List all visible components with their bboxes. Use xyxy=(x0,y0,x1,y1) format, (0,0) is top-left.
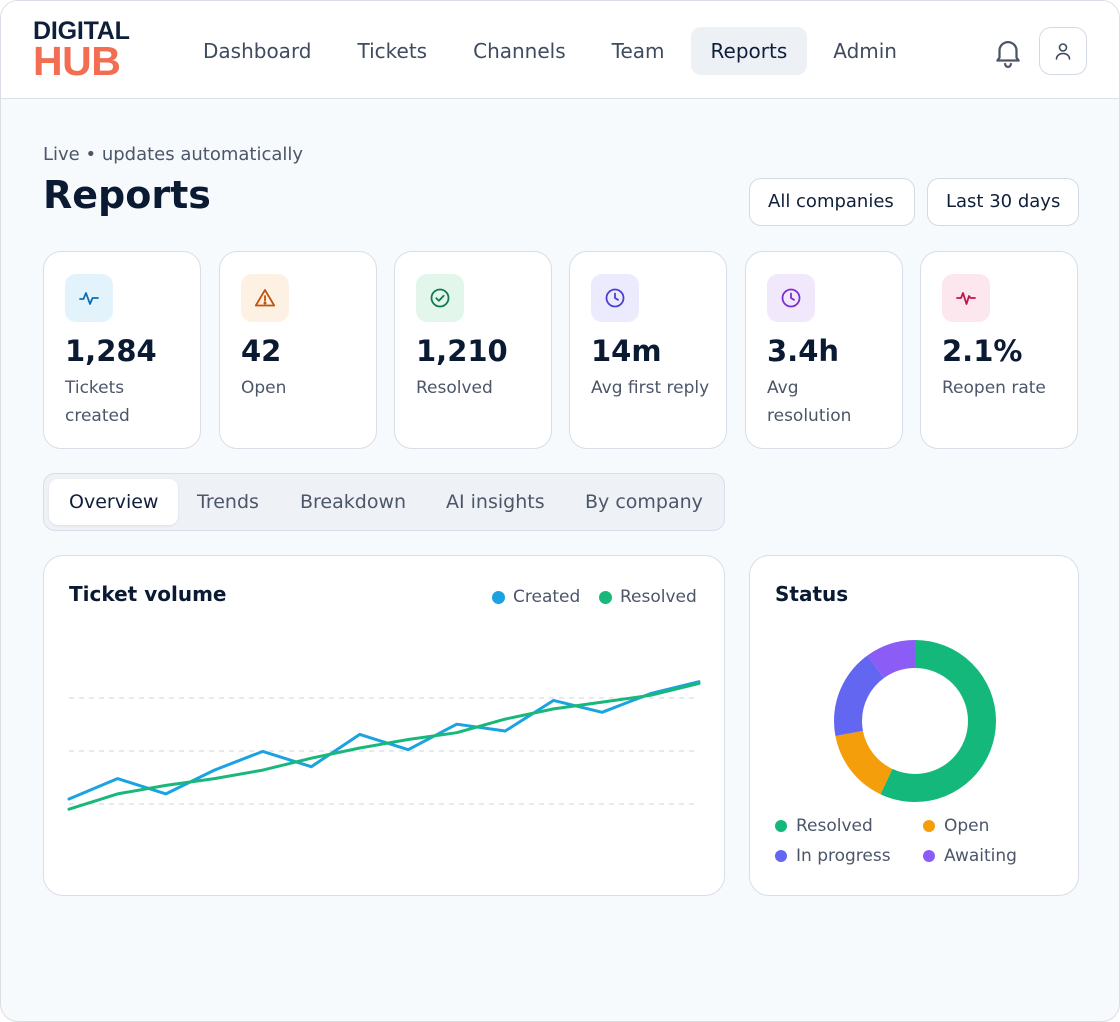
kpi-value: 14m xyxy=(591,334,662,368)
tab-trends[interactable]: Trends xyxy=(197,491,259,513)
status-legend-label: Awaiting xyxy=(944,846,1017,866)
tab-breakdown[interactable]: Breakdown xyxy=(300,491,407,513)
status-legend-label: Open xyxy=(944,816,990,836)
kpi-label: Avg first reply xyxy=(591,378,710,398)
company-filter-button[interactable]: All companies xyxy=(749,178,915,226)
activity-icon xyxy=(65,274,113,322)
status-legend-label: In progress xyxy=(796,846,891,866)
clock-icon xyxy=(767,274,815,322)
status-legend-label: Resolved xyxy=(796,816,873,836)
series-line-resolved xyxy=(67,681,701,811)
status-legend-awaiting: Awaiting xyxy=(923,846,1017,866)
kpi-card-avg-resolution: 3.4h Avg resolution xyxy=(745,251,903,449)
kpi-card-reopen-rate: 2.1% Reopen rate xyxy=(920,251,1078,449)
legend-dot-resolved xyxy=(599,590,612,604)
legend-dot-resolved xyxy=(775,820,787,832)
legend-resolved: Resolved xyxy=(599,587,697,607)
nav-reports[interactable]: Reports xyxy=(690,27,808,75)
brand-logo[interactable]: DIGITAL HUB xyxy=(33,19,130,82)
nav-tickets[interactable]: Tickets xyxy=(357,39,428,63)
legend-dot-created xyxy=(492,590,505,604)
nav-admin[interactable]: Admin xyxy=(833,39,897,63)
legend-dot-open xyxy=(923,820,935,832)
kpi-label: Reopen rate xyxy=(942,378,1046,398)
main-nav: Dashboard Tickets Channels Team Reports … xyxy=(183,27,917,75)
kpi-value: 1,210 xyxy=(416,334,508,368)
brand-logo-line1: DIGITAL xyxy=(33,17,130,45)
tab-ai-insights[interactable]: AI insights xyxy=(446,491,545,513)
tab-by-company[interactable]: By company xyxy=(585,491,703,513)
tab-overview[interactable]: Overview xyxy=(49,479,179,525)
kpi-value: 42 xyxy=(241,334,282,368)
ticket-volume-panel: Ticket volume Created Resolved xyxy=(43,555,725,896)
nav-team[interactable]: Team xyxy=(611,39,665,63)
status-panel: Status Resolved Open In progress Awaitin… xyxy=(749,555,1079,896)
series-line-created xyxy=(67,680,701,801)
page-title: Reports xyxy=(43,173,211,217)
ticket-volume-chart xyxy=(67,680,701,811)
kpi-label: Open xyxy=(241,378,287,398)
check-circle-icon xyxy=(416,274,464,322)
live-status-text: Live • updates automatically xyxy=(43,144,304,165)
kpi-card-resolved: 1,210 Resolved xyxy=(394,251,552,449)
top-bar: DIGITAL HUB Dashboard Tickets Channels T… xyxy=(1,1,1119,99)
status-title: Status xyxy=(775,582,849,606)
kpi-card-avg-first-reply: 14m Avg first reply xyxy=(569,251,727,449)
kpi-card-tickets-created: 1,284 Tickets created xyxy=(43,251,201,449)
brand-logo-line2: HUB xyxy=(33,38,121,84)
legend-created: Created xyxy=(492,587,580,607)
kpi-label: Tickets created xyxy=(65,378,130,426)
status-donut-chart xyxy=(834,640,996,802)
pulse-icon xyxy=(942,274,990,322)
nav-dashboard[interactable]: Dashboard xyxy=(203,39,312,63)
date-range-button[interactable]: Last 30 days xyxy=(927,178,1079,226)
status-legend-resolved: Resolved xyxy=(775,816,873,836)
user-icon xyxy=(1055,43,1071,60)
legend-dot-in-progress xyxy=(775,850,787,862)
ticket-volume-title: Ticket volume xyxy=(69,582,227,606)
status-legend-open: Open xyxy=(923,816,989,836)
donut-slice-in-progress[interactable] xyxy=(834,640,996,802)
legend-dot-awaiting xyxy=(923,850,935,862)
kpi-value: 1,284 xyxy=(65,334,157,368)
legend-label-resolved: Resolved xyxy=(620,587,697,607)
kpi-value: 3.4h xyxy=(767,334,840,368)
alert-triangle-icon xyxy=(241,274,289,322)
bell-icon[interactable] xyxy=(991,35,1025,69)
status-legend-in-progress: In progress xyxy=(775,846,891,866)
kpi-label: Avg resolution xyxy=(767,378,852,426)
donut-slice-awaiting[interactable] xyxy=(834,640,996,802)
kpi-card-open: 42 Open xyxy=(219,251,377,449)
report-tabs: Overview Trends Breakdown AI insights By… xyxy=(43,473,725,531)
clock-icon xyxy=(591,274,639,322)
legend-label-created: Created xyxy=(513,587,581,607)
kpi-value: 2.1% xyxy=(942,334,1023,368)
kpi-label: Resolved xyxy=(416,378,493,398)
nav-channels[interactable]: Channels xyxy=(473,39,566,63)
user-menu-button[interactable] xyxy=(1039,27,1087,75)
